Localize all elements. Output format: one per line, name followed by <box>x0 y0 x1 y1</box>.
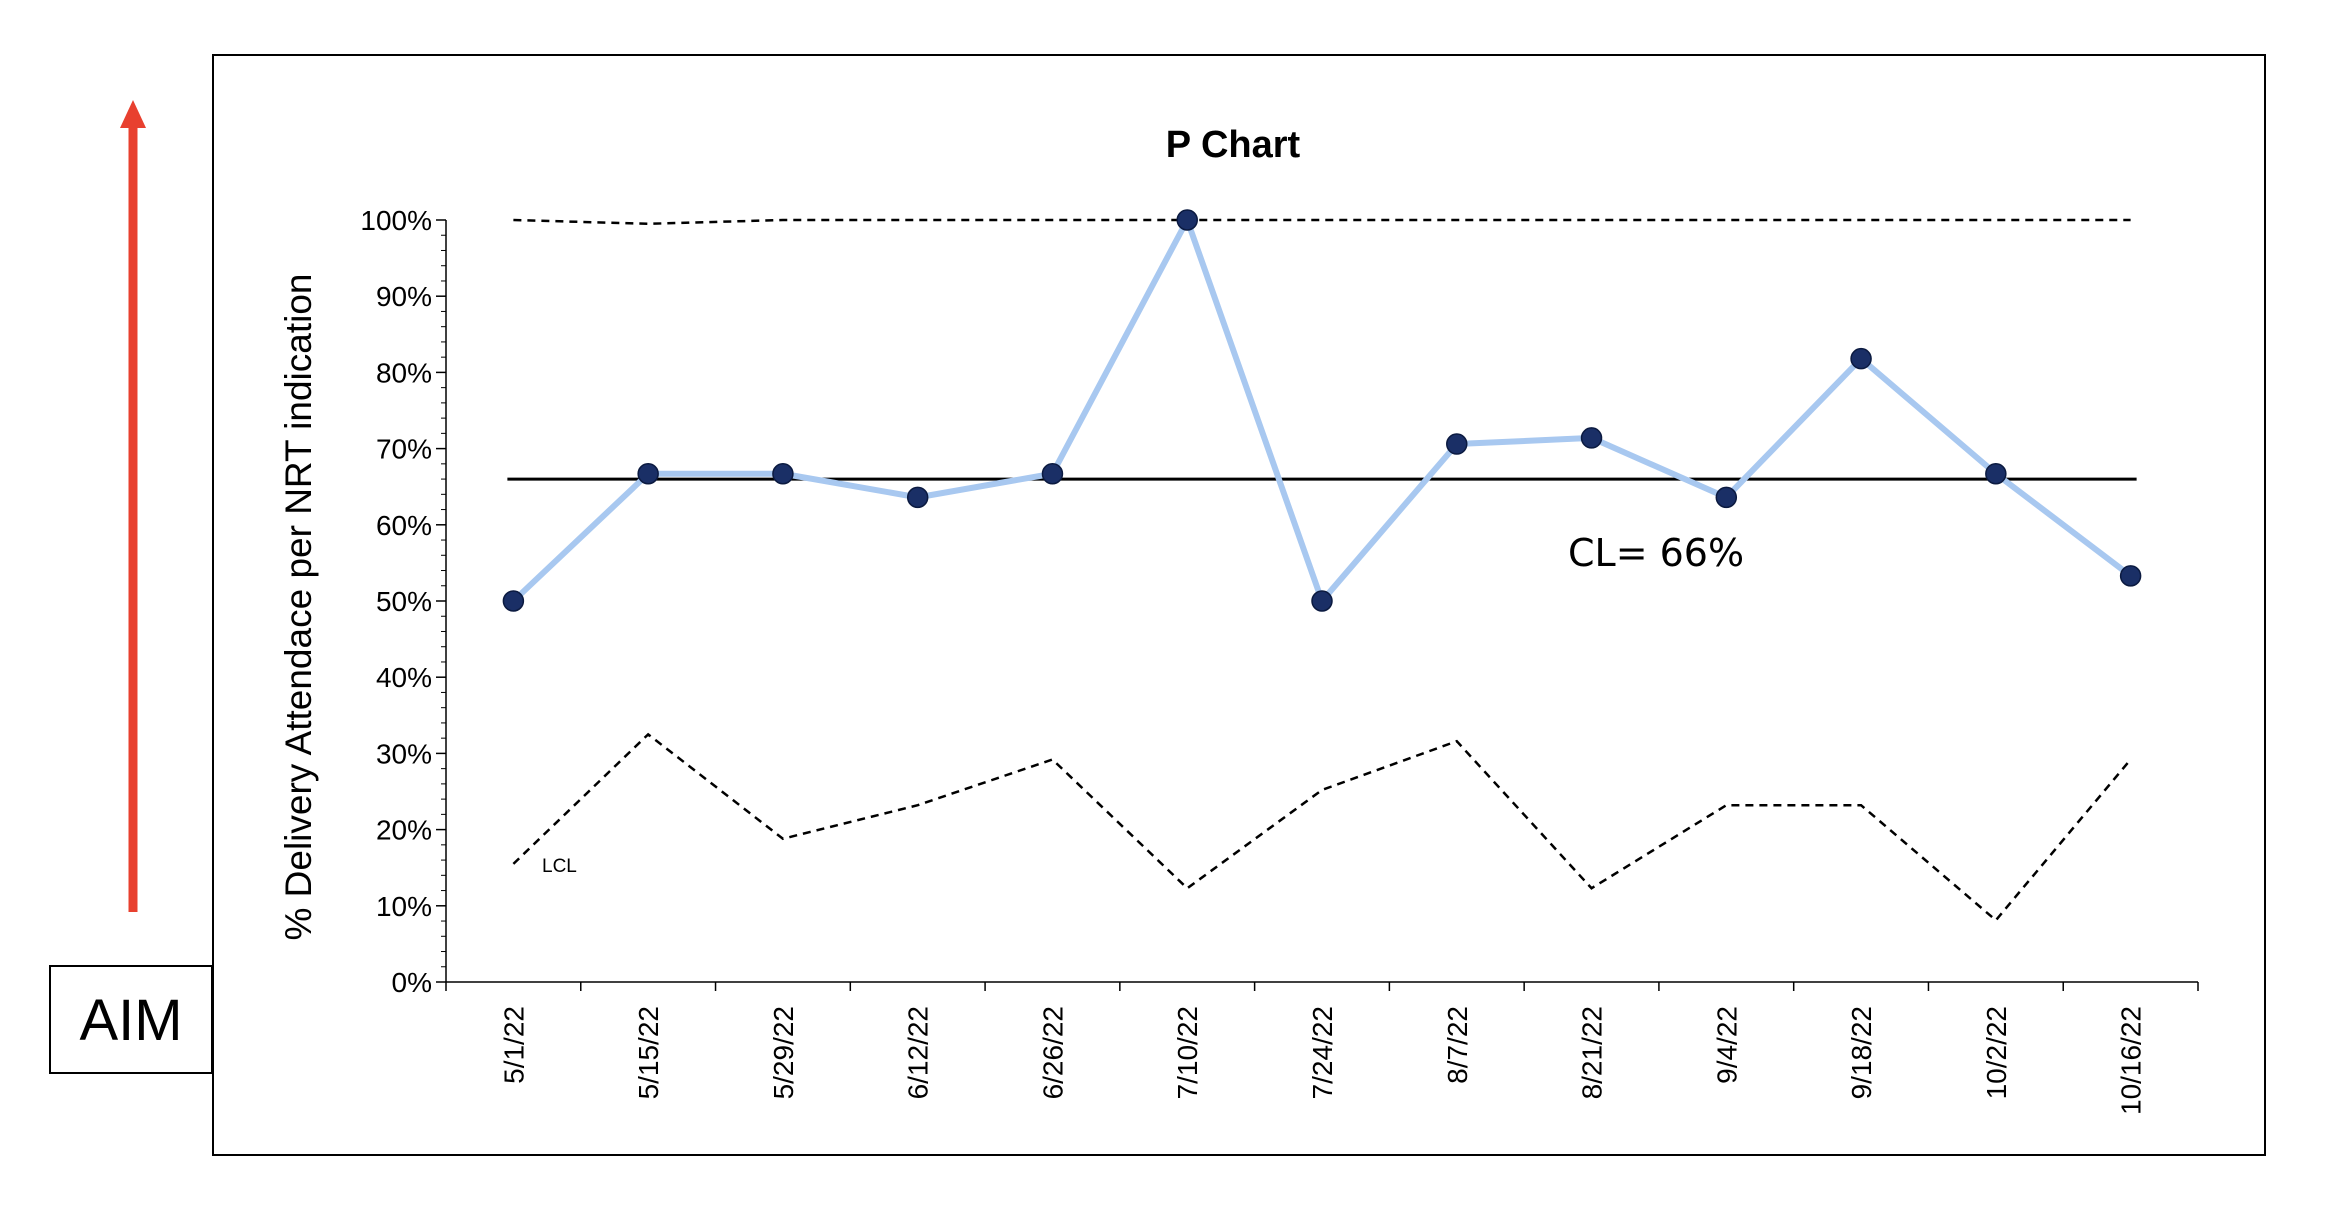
data-point <box>637 462 659 485</box>
aim-label: AIM <box>79 988 182 1053</box>
y-tick-label: 50% <box>376 586 432 617</box>
x-tick-label: 6/12/22 <box>903 1006 934 1099</box>
data-series <box>502 209 2142 612</box>
y-tick-label: 20% <box>376 815 432 846</box>
y-tick-label: 40% <box>376 662 432 693</box>
y-tick-label: 80% <box>376 357 432 388</box>
y-axis-ticks: 0% 10% 20% 30% 40% 50% 60% 70% 80% 90% 100% <box>360 205 446 998</box>
x-tick-label: 7/10/22 <box>1172 1006 1203 1099</box>
x-tick-label: 10/16/22 <box>2116 1006 2147 1115</box>
x-tick-label: 8/21/22 <box>1577 1006 1608 1099</box>
aim-arrow-head <box>120 100 146 128</box>
data-point <box>2119 565 2142 587</box>
x-tick-label: 5/1/22 <box>498 1006 529 1084</box>
y-tick-label: 90% <box>376 281 432 312</box>
aim-arrow <box>120 100 146 912</box>
data-point <box>772 462 794 485</box>
y-axis-label: % Delivery Attendace per NRT indication <box>278 273 319 940</box>
data-point <box>1850 347 1872 370</box>
x-tick-label: 8/7/22 <box>1442 1006 1473 1084</box>
data-point <box>502 590 525 612</box>
center-line-label: CL= 66% <box>1568 531 1744 575</box>
data-point <box>906 486 929 509</box>
x-axis-ticks: 5/1/22 5/15/22 5/29/22 6/12/22 6/26/22 7/10/2… <box>445 982 2199 1115</box>
control-limits <box>507 218 2137 923</box>
y-tick-label: 100% <box>360 205 432 236</box>
data-point <box>1985 462 2007 485</box>
y-tick-label: 30% <box>376 738 432 769</box>
x-tick-label: 10/2/22 <box>1981 1006 2012 1099</box>
aim-box: AIM <box>49 965 213 1074</box>
chart-title: P Chart <box>1166 124 1301 166</box>
series-line <box>511 217 2133 604</box>
y-tick-label: 60% <box>376 510 432 541</box>
lcl-line <box>512 732 2132 923</box>
data-point <box>1311 590 1333 612</box>
data-point <box>1446 433 1468 455</box>
x-tick-label: 9/4/22 <box>1711 1006 1742 1084</box>
y-tick-label: 0% <box>392 967 432 998</box>
data-point <box>1176 209 1198 231</box>
lcl-label: LCL <box>542 856 577 877</box>
x-tick-label: 9/18/22 <box>1846 1006 1877 1099</box>
x-tick-label: 5/15/22 <box>633 1006 664 1099</box>
data-point <box>1041 462 1064 485</box>
y-tick-label: 10% <box>376 891 432 922</box>
data-point <box>1715 486 1738 509</box>
x-tick-label: 5/29/22 <box>768 1006 799 1099</box>
data-point <box>1580 427 1603 449</box>
x-tick-label: 6/26/22 <box>1037 1006 1068 1099</box>
x-tick-label: 7/24/22 <box>1307 1006 1338 1099</box>
y-tick-label: 70% <box>376 434 432 465</box>
chart-frame <box>212 54 2266 1156</box>
ucl-line <box>513 218 2131 226</box>
